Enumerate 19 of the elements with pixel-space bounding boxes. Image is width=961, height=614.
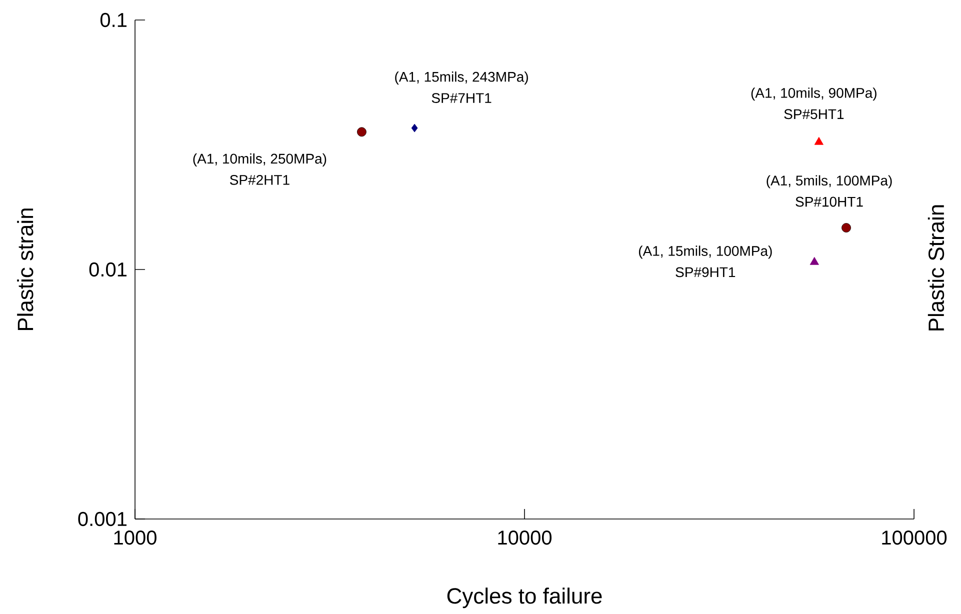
x-axis-title: Cycles to failure: [447, 588, 602, 608]
annotation: SP#7HT1: [432, 93, 492, 104]
annotation: (A1, 10mils, 90MPa): [751, 88, 876, 101]
annotation: (A1, 15mils, 243MPa): [395, 72, 528, 85]
annotation: (A1, 10mils, 250MPa): [193, 153, 326, 166]
y-tick-label: 0.1: [100, 12, 127, 28]
annotation: SP#5HT1: [784, 109, 844, 120]
x-tick-label: 1000: [114, 530, 156, 545]
annotation: SP#10HT1: [796, 196, 863, 207]
y2-axis-title: Plastic Strain: [928, 205, 944, 330]
x-tick-label: 100000: [882, 530, 947, 545]
x-tick-label: 10000: [498, 530, 552, 545]
y-tick-label: 0.001: [78, 512, 127, 526]
annotation: SP#9HT1: [676, 267, 736, 278]
annotation: (A1, 5mils, 100MPa): [766, 175, 892, 188]
y-tick-label: 0.01: [89, 262, 127, 277]
annotation: SP#2HT1: [230, 174, 290, 185]
annotation: (A1, 15mils, 100MPa): [638, 246, 772, 259]
y-axis-title: Plastic strain: [17, 208, 34, 330]
